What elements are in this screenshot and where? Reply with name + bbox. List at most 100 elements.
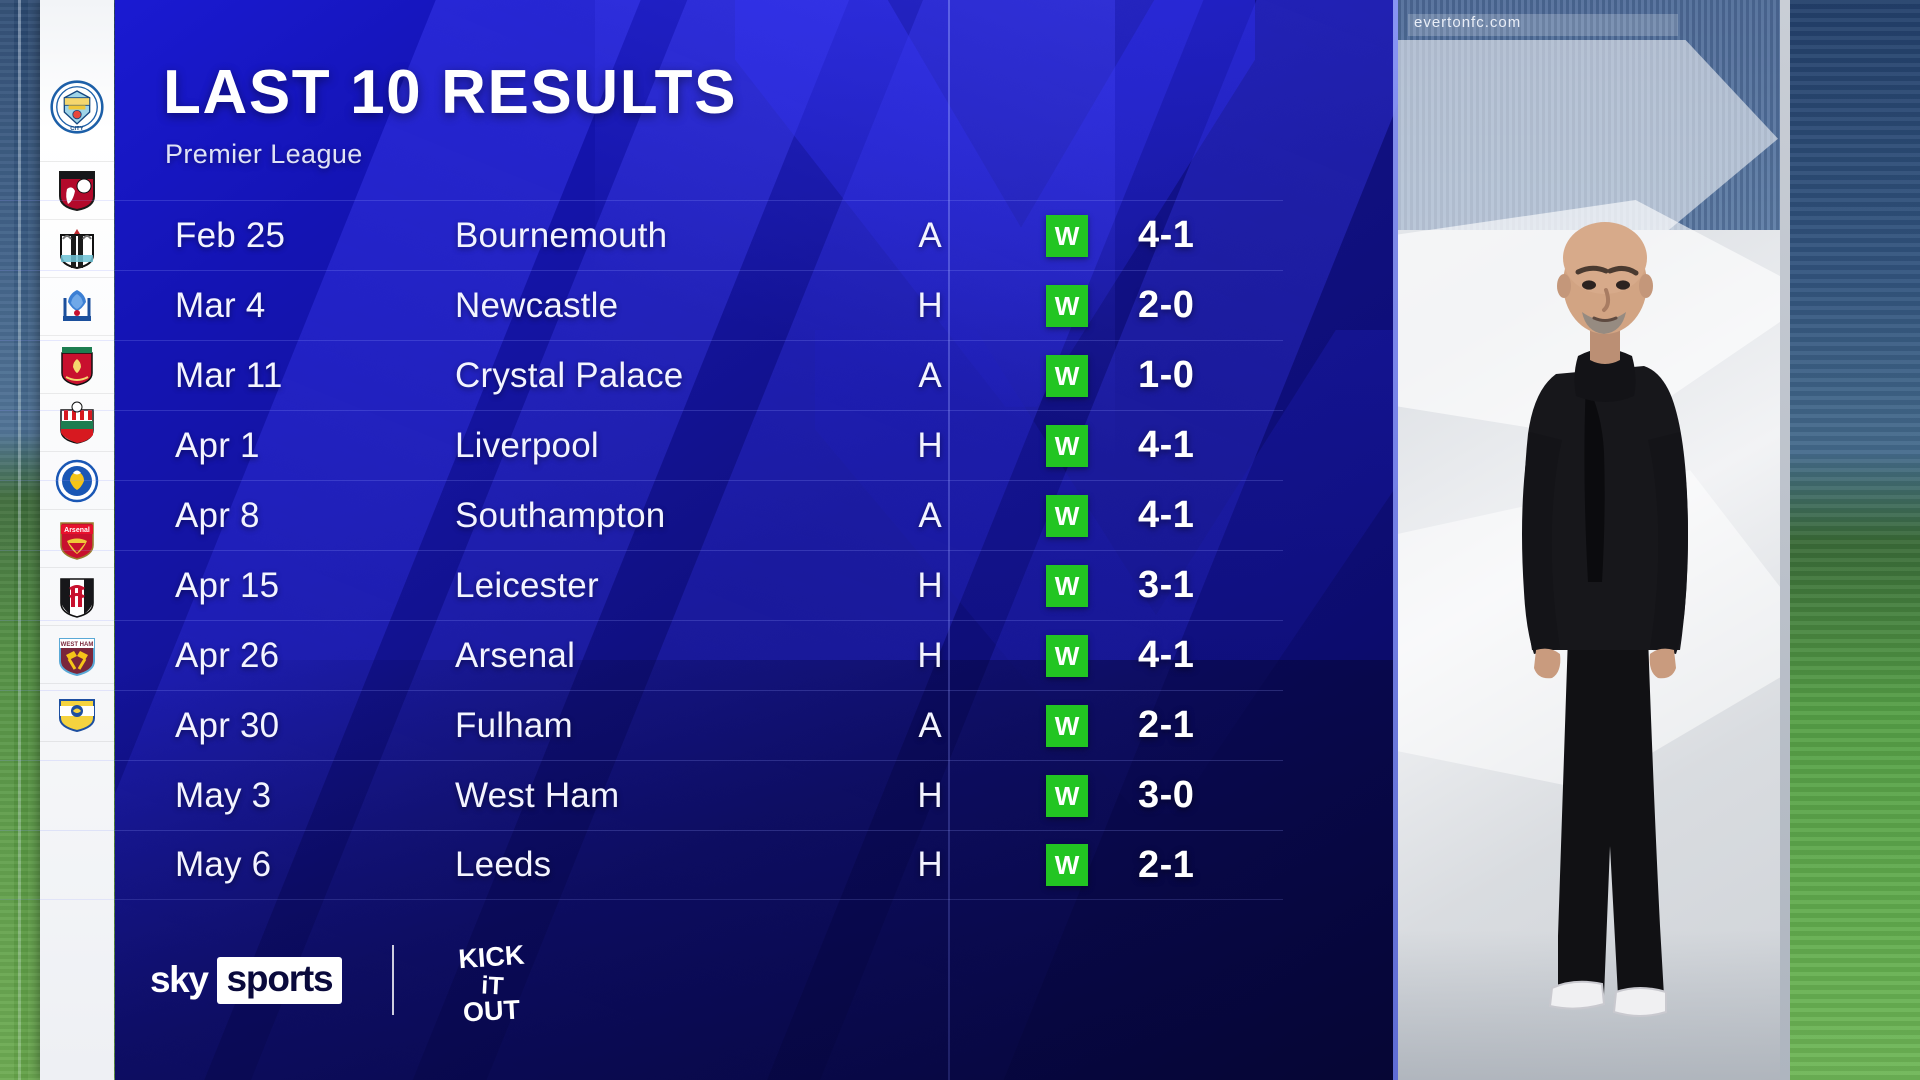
svg-text:Arsenal: Arsenal <box>64 527 90 534</box>
manager-portrait <box>1522 222 1688 1017</box>
opponent-name: Crystal Palace <box>455 355 684 395</box>
crest-newcastle-united <box>40 220 114 278</box>
venue-code: A <box>918 355 942 395</box>
result-letter: W <box>1046 214 1088 257</box>
result-letter: W <box>1046 774 1088 817</box>
table-row[interactable]: Apr 1 Liverpool H W 4-1 <box>0 410 1283 480</box>
table-row[interactable]: May 3 West Ham H W 3-0 <box>0 760 1283 830</box>
bournemouth-crest-icon <box>59 170 95 211</box>
result-badge: W <box>1046 844 1088 886</box>
table-row[interactable]: May 6 Leeds H W 2-1 <box>0 830 1283 900</box>
match-score: 3-1 <box>1138 564 1195 606</box>
newcastle-united-crest-icon <box>60 228 94 269</box>
table-row[interactable]: Mar 4 Newcastle H W 2-0 <box>0 270 1283 340</box>
venue-code: H <box>917 285 943 325</box>
results-table: Feb 25 Bournemouth A W 4-1 Mar 4 Newcastle H W 2-… <box>0 200 1283 900</box>
result-badge: W <box>1046 494 1088 537</box>
match-date: May 6 <box>175 845 272 884</box>
table-row[interactable]: Apr 8 Southampton A W 4-1 <box>0 480 1283 550</box>
advert-board: evertonfc.com <box>1408 14 1678 36</box>
match-date: Apr 8 <box>175 495 260 535</box>
venue-code: H <box>917 775 943 815</box>
panel-edge <box>1393 0 1398 1080</box>
match-score: 4-1 <box>1138 424 1195 466</box>
kio-line-2: iT <box>481 971 505 1000</box>
match-date: May 3 <box>175 775 272 815</box>
crest-west-ham-united: WEST HAM <box>40 626 114 684</box>
opponent-name: Southampton <box>455 495 666 535</box>
match-date: Mar 11 <box>175 355 283 395</box>
opponent-name: Liverpool <box>455 425 599 465</box>
results-panel <box>115 0 1398 1080</box>
kick-it-out-logo: KICK iT OUT <box>444 932 540 1028</box>
match-date: Mar 4 <box>175 285 266 325</box>
table-row[interactable]: Mar 11 Crystal Palace A W 1-0 <box>0 340 1283 410</box>
kio-line-3: OUT <box>463 995 522 1028</box>
match-score: 2-0 <box>1138 284 1195 326</box>
crest-liverpool <box>40 336 114 394</box>
sky-wordmark: sky <box>150 959 209 1000</box>
match-score: 4-1 <box>1138 634 1195 676</box>
kio-line-1: KICK <box>458 940 526 975</box>
table-row[interactable]: Apr 30 Fulham A W 2-1 <box>0 690 1283 760</box>
result-badge: W <box>1046 634 1088 677</box>
table-row[interactable]: Feb 25 Bournemouth A W 4-1 <box>0 200 1283 270</box>
match-score: 4-1 <box>1138 494 1195 536</box>
venue-code: A <box>918 215 942 255</box>
result-letter: W <box>1046 284 1088 327</box>
result-badge: W <box>1046 564 1088 607</box>
venue-code: H <box>917 635 943 675</box>
crest-arsenal: Arsenal <box>40 510 114 568</box>
result-letter: W <box>1046 424 1088 467</box>
result-badge: W <box>1046 774 1088 817</box>
crystal-palace-crest-icon <box>63 289 91 321</box>
crest-bournemouth <box>40 162 114 220</box>
result-letter: W <box>1046 494 1088 537</box>
match-score: 3-0 <box>1138 774 1195 816</box>
result-badge: W <box>1046 284 1088 327</box>
leicester-city-crest-icon <box>55 459 99 502</box>
venue-code: H <box>917 565 943 605</box>
svg-text:WEST HAM: WEST HAM <box>61 642 94 648</box>
manager-photo-panel: evertonfc.com <box>1398 0 1790 1080</box>
venue-code: A <box>918 705 942 745</box>
result-letter: W <box>1046 634 1088 677</box>
fulham-crest-icon <box>60 577 94 618</box>
match-score: 4-1 <box>1138 214 1195 256</box>
result-letter: W <box>1046 844 1088 886</box>
svg-text:CITY: CITY <box>70 125 83 131</box>
opponent-name: Newcastle <box>455 285 619 325</box>
opponent-name: Fulham <box>455 705 573 745</box>
logo-divider <box>392 945 395 1015</box>
southampton-crest-icon <box>60 401 94 444</box>
match-score: 2-1 <box>1138 843 1195 886</box>
crest-fulham <box>40 568 114 626</box>
leeds-united-crest-icon <box>59 698 95 732</box>
match-date: Apr 26 <box>175 635 280 675</box>
panel-right-edge-strip <box>1780 0 1790 1080</box>
west-ham-united-crest-icon: WEST HAM <box>59 637 95 676</box>
crest-crystal-palace <box>40 278 114 336</box>
liverpool-crest-icon <box>61 346 93 386</box>
opponent-name: Arsenal <box>455 635 576 675</box>
table-row[interactable]: Apr 15 Leicester H W 3-1 <box>0 550 1283 620</box>
result-letter: W <box>1046 704 1088 747</box>
match-date: Apr 1 <box>175 425 260 465</box>
crest-leicester-city <box>40 452 114 510</box>
venue-code: H <box>917 425 943 465</box>
table-row[interactable]: Apr 26 Arsenal H W 4-1 <box>0 620 1283 690</box>
match-date: Feb 25 <box>175 215 286 255</box>
column-divider <box>948 0 950 1080</box>
kick-it-out-icon: KICK iT OUT <box>458 940 526 1028</box>
venue-code: H <box>917 845 943 884</box>
match-score: 2-1 <box>1138 704 1195 746</box>
club-crest-rail: CITY <box>40 0 114 1080</box>
match-score: 1-0 <box>1138 354 1195 396</box>
manchester-city-crest-icon: CITY <box>50 79 104 134</box>
opponent-name: Leeds <box>455 845 552 884</box>
match-date: Apr 15 <box>175 565 280 605</box>
arsenal-crest-icon: Arsenal <box>60 521 94 560</box>
result-letter: W <box>1046 564 1088 607</box>
